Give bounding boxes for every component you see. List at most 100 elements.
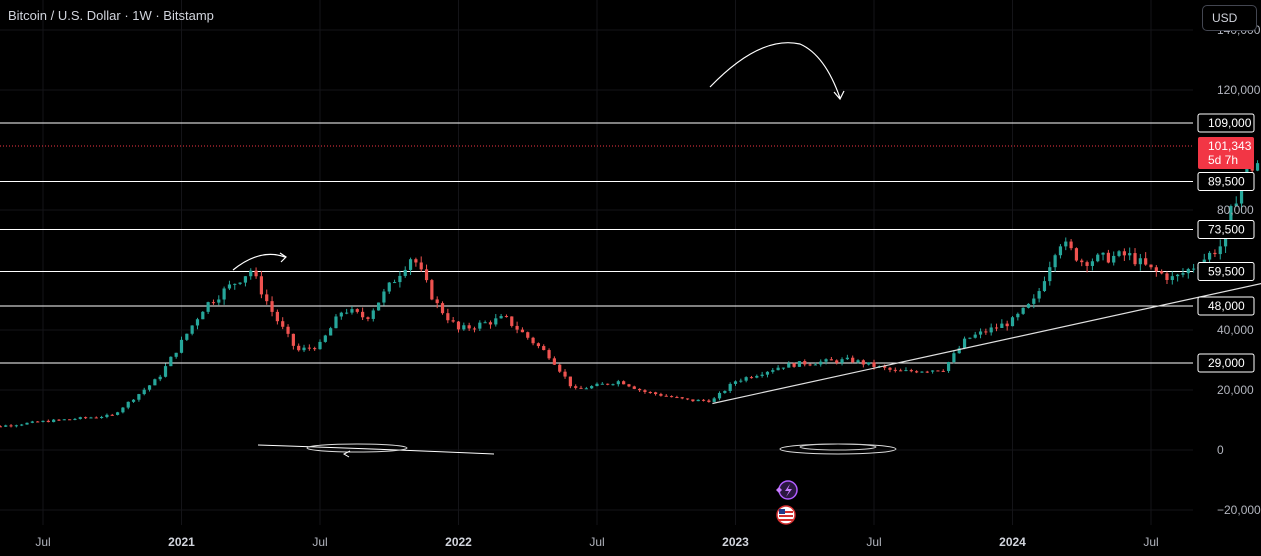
level-label-box [1197, 172, 1255, 191]
time-axis[interactable]: Jul2021Jul2022Jul2023Jul2024Jul2025Jul20… [35, 535, 1261, 549]
candle [243, 276, 248, 283]
candle [1021, 307, 1025, 314]
curved-arrow-2021 [232, 253, 286, 271]
candle [307, 347, 311, 349]
candle [606, 383, 610, 385]
event-badges[interactable] [776, 480, 798, 525]
candle [1165, 273, 1169, 280]
candle [989, 327, 993, 333]
candle [723, 390, 727, 393]
candle [595, 383, 599, 387]
candle [147, 385, 152, 390]
candle [1005, 323, 1009, 327]
level-label: 59,500 [1208, 265, 1245, 279]
candle [712, 398, 716, 402]
candle [1229, 206, 1233, 224]
candle [115, 412, 120, 415]
candle [275, 311, 279, 322]
time-tick-label: Jul [35, 535, 50, 549]
candle [110, 414, 114, 416]
candle [1058, 246, 1063, 256]
candle [691, 399, 695, 402]
candle [1053, 255, 1057, 268]
candle [25, 422, 29, 425]
candle [84, 417, 88, 419]
candle [131, 399, 136, 402]
candle [30, 421, 34, 423]
candle [499, 316, 503, 319]
candle [1122, 251, 1126, 256]
arrow-head-2021 [279, 252, 287, 263]
chart-title: Bitcoin / U.S. Dollar · 1W · Bitstamp [8, 8, 214, 23]
scribble-ellipse-left [306, 443, 408, 453]
price-axis[interactable]: 140,000120,00080,00040,00020,0000−20,000… [1197, 23, 1261, 517]
event-us-flag-icon[interactable] [776, 505, 796, 525]
candle [1144, 258, 1148, 265]
candle [957, 348, 961, 354]
time-tick-label: Jul [866, 535, 881, 549]
candle [600, 383, 604, 385]
candle [707, 400, 711, 402]
candle [302, 347, 306, 351]
candle [622, 381, 626, 385]
candle [883, 366, 887, 368]
candle [638, 388, 642, 391]
candle [1186, 269, 1190, 274]
currency-button[interactable]: USD [1202, 5, 1257, 31]
candle [94, 417, 98, 419]
candle [744, 377, 748, 381]
level-label-box [1197, 113, 1255, 133]
candle [1016, 313, 1020, 318]
candle [819, 361, 823, 365]
scribble-line-left [257, 444, 495, 455]
candle [163, 366, 168, 377]
price-tick-label: 80,000 [1217, 203, 1254, 217]
candle [510, 316, 514, 326]
candle [526, 332, 530, 338]
candle [840, 359, 844, 363]
candle [1010, 317, 1015, 327]
candle [696, 399, 700, 402]
candle [387, 282, 391, 292]
candle [829, 359, 833, 361]
candle [584, 388, 588, 390]
scribble-arrow-left [342, 450, 351, 458]
event-lightning-icon[interactable] [776, 480, 798, 500]
candle [62, 419, 66, 421]
candle [1026, 303, 1031, 308]
last-price-countdown: 5d 7h [1208, 153, 1238, 167]
candle [771, 370, 775, 372]
candle [4, 425, 8, 427]
candle [99, 416, 104, 418]
time-tick-label: Jul [589, 535, 604, 549]
candle [792, 363, 796, 367]
candle [334, 316, 338, 329]
candle [211, 302, 216, 304]
candle [227, 284, 232, 289]
candle [909, 370, 913, 372]
candle [233, 283, 237, 285]
candle [872, 362, 876, 367]
price-tick-label: −20,000 [1217, 503, 1261, 517]
candle [973, 334, 977, 338]
level-label: 109,000 [1208, 116, 1252, 130]
level-label-box [1197, 220, 1255, 239]
candle [1138, 258, 1142, 265]
candle [392, 282, 397, 284]
candle [291, 333, 295, 346]
candle [382, 291, 386, 303]
time-tick-label: 2023 [722, 535, 749, 549]
candle [158, 376, 162, 380]
candle [701, 399, 706, 401]
candle [531, 337, 535, 344]
level-lines [0, 122, 1193, 364]
price-tick-label: 20,000 [1217, 383, 1254, 397]
candle [547, 350, 551, 359]
candle [627, 384, 631, 387]
candle [611, 384, 615, 386]
candle [563, 371, 567, 377]
candle [717, 392, 722, 399]
candle [930, 370, 935, 372]
candle [1213, 252, 1217, 255]
